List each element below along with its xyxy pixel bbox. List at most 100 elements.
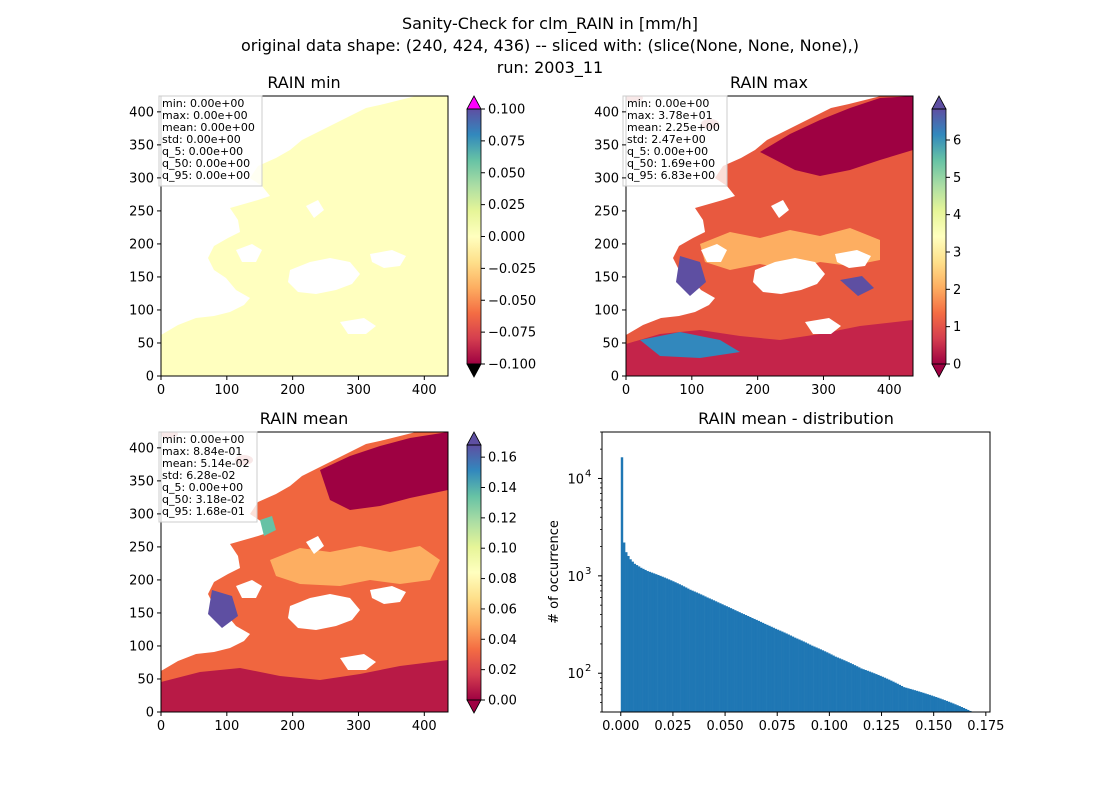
colorbar-tick-label: 0.10 <box>488 542 517 557</box>
histogram-bar <box>633 563 637 712</box>
colorbar-tick-label: 0.025 <box>488 198 525 213</box>
histogram-bar <box>892 681 895 712</box>
x-tick-label: 0.000 <box>602 719 639 734</box>
histogram-bar <box>766 624 769 712</box>
histogram-bar <box>825 652 829 712</box>
histogram-bar <box>958 706 961 712</box>
colorbar-tick-label: 0.050 <box>488 166 525 181</box>
histogram-bar <box>796 638 799 712</box>
y-tick-label: 50 <box>137 336 154 351</box>
histogram-bar <box>922 692 925 712</box>
colorbar: 0.100 0.075 0.050 0.025 0.000 −0.025 −0.050 −0.… <box>466 95 536 378</box>
histogram-bar <box>657 575 660 712</box>
stat-max: max: 8.84e-01 <box>162 445 242 458</box>
histogram-bar <box>798 639 801 712</box>
histogram-bar <box>860 668 863 712</box>
histogram-bar <box>943 700 946 712</box>
histogram-bar <box>834 656 837 712</box>
y-tick-label: 0 <box>146 706 154 721</box>
histogram-bar <box>674 582 677 712</box>
x-tick-label: 0 <box>157 719 165 734</box>
figure-title-line-3: run: 2003_11 <box>497 58 603 78</box>
histogram-bar <box>969 710 972 712</box>
histogram-bar <box>915 690 919 712</box>
histogram-bar <box>721 604 724 712</box>
y-tick-label: 0 <box>611 370 619 385</box>
colorbar-tick-label: −0.050 <box>488 294 536 309</box>
histogram-bar <box>926 694 929 712</box>
histogram-bar <box>840 659 844 712</box>
colorbar-tick-label: −0.100 <box>488 358 536 373</box>
histogram-bar <box>956 705 959 712</box>
histogram-bar <box>836 657 840 712</box>
y-tick-label: 50 <box>602 336 619 351</box>
colorbar-tick-label: 2 <box>953 283 961 298</box>
stats-box: min: 0.00e+00 max: 0.00e+00 mean: 0.00e+… <box>158 95 263 187</box>
histogram-bar <box>862 669 865 712</box>
histogram-bar <box>857 667 861 712</box>
histogram-bar <box>742 614 746 712</box>
histogram-bar <box>748 617 752 712</box>
histogram-bar <box>667 579 671 712</box>
histogram-bar <box>772 627 775 712</box>
y-tick-label: 150 <box>594 270 619 285</box>
histogram-bar <box>744 615 748 712</box>
histogram-bar <box>896 683 899 712</box>
colorbar-tick-label: 0.02 <box>488 663 517 678</box>
x-tick-label: 200 <box>745 383 770 398</box>
histogram-bar <box>907 688 910 712</box>
y-tick-label: 100 <box>129 639 154 654</box>
colorbar-tick-label: 0.075 <box>488 134 525 149</box>
colorbar-tick-label: 0.00 <box>488 694 517 709</box>
histogram-bar <box>710 599 713 712</box>
histogram-bar <box>941 699 944 712</box>
panel-rain-min: RAIN min min: 0.00e+00 max: 0.00e+00 mea… <box>129 73 536 398</box>
stat-q95: q_95: 6.83e+00 <box>627 169 715 182</box>
colorbar-over-arrow <box>466 95 482 110</box>
histogram-bar <box>778 630 782 712</box>
histogram-bar <box>776 629 780 712</box>
histogram-bar <box>693 591 696 712</box>
histogram-bar <box>659 575 662 712</box>
histogram-bar <box>654 574 658 712</box>
histogram-bar <box>877 674 880 712</box>
histogram-bar <box>759 621 763 712</box>
y-tick-label: 100 <box>129 303 154 318</box>
histogram-bar <box>731 609 735 712</box>
histogram-bar <box>932 696 936 712</box>
histogram-bar <box>939 698 942 712</box>
histogram-bar <box>845 661 848 712</box>
histogram-bar <box>640 567 643 712</box>
colorbar-tick-label: 0.000 <box>488 230 525 245</box>
histogram-bar <box>881 676 884 712</box>
y-tick-exponent: 4 <box>585 468 591 479</box>
histogram-bar <box>783 632 786 712</box>
histogram-bar <box>800 640 803 712</box>
panel-title: RAIN mean <box>260 409 349 428</box>
histogram-bar <box>821 650 825 712</box>
histogram-bar <box>890 680 893 712</box>
stat-mean: mean: 5.14e-02 <box>162 457 250 470</box>
x-tick-label: 100 <box>214 383 239 398</box>
histogram-bar <box>753 618 756 712</box>
histogram-bar <box>966 709 970 712</box>
stat-q50: q_50: 1.69e+00 <box>627 157 715 170</box>
y-tick-label: 10 <box>567 472 584 487</box>
histogram-bar <box>917 691 921 712</box>
histogram-bar <box>680 585 684 712</box>
histogram-bar <box>691 590 694 712</box>
histogram-bar <box>676 583 679 712</box>
histogram-bar <box>678 584 681 712</box>
y-tick-label: 350 <box>129 474 154 489</box>
histogram-bar <box>937 697 940 712</box>
x-tick-label: 400 <box>877 383 902 398</box>
stat-mean: mean: 0.00e+00 <box>162 121 255 134</box>
histogram-bar <box>964 708 968 712</box>
histogram-bar <box>625 552 628 712</box>
colorbar-under-arrow <box>931 363 947 378</box>
panel-distribution: RAIN mean - distribution # of occurrence… <box>547 409 1004 734</box>
histogram-bar <box>817 648 820 712</box>
colorbar-tick-label: 4 <box>953 208 961 223</box>
y-tick-label: 100 <box>594 303 619 318</box>
x-tick-label: 0.125 <box>863 719 900 734</box>
